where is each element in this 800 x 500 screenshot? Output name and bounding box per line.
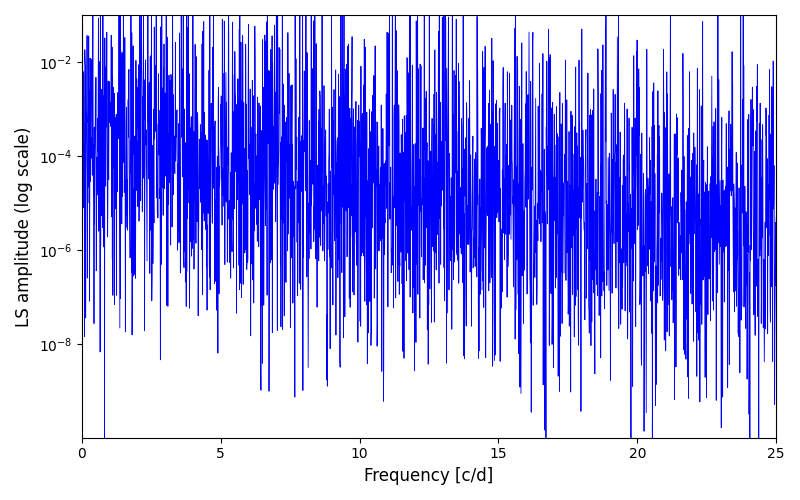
X-axis label: Frequency [c/d]: Frequency [c/d] [364, 467, 494, 485]
Y-axis label: LS amplitude (log scale): LS amplitude (log scale) [15, 126, 33, 326]
